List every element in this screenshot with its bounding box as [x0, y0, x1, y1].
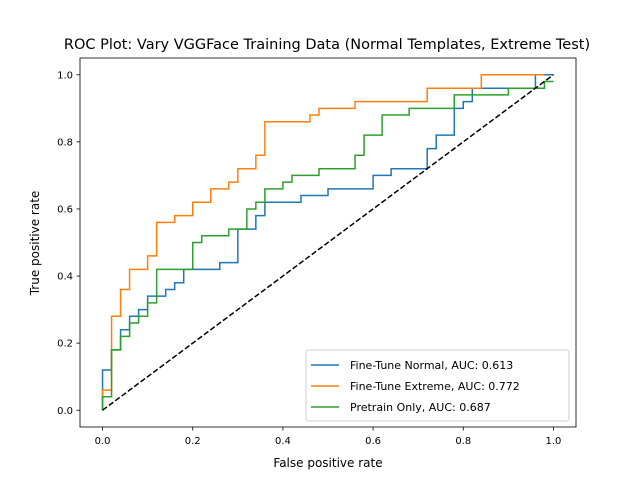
series-line-1: [101, 74, 554, 411]
x-tick-label: 1.0: [546, 436, 562, 447]
legend: Fine-Tune Normal, AUC: 0.613 Fine-Tune Ex…: [305, 349, 570, 422]
x-tick-label: 0.0: [95, 436, 111, 447]
y-tick-label: 0.8: [57, 137, 73, 148]
legend-label-2: Fine-Tune Extreme, AUC: 0.772: [350, 380, 520, 393]
y-tick-label: 0.4: [57, 272, 73, 283]
x-axis-label: False positive rate: [273, 456, 382, 470]
legend-label-3: Pretrain Only, AUC: 0.687: [350, 401, 491, 414]
x-tick-label: 0.8: [455, 436, 471, 447]
legend-box: [305, 349, 570, 422]
y-tick-label: 1.0: [57, 70, 73, 81]
reference-diagonal-line: [102, 74, 554, 411]
y-tick-label: 0.0: [57, 406, 73, 417]
axes-frame: [79, 57, 577, 428]
legend-label-1: Fine-Tune Normal, AUC: 0.613: [350, 359, 513, 372]
x-tick-label: 0.6: [365, 436, 381, 447]
x-tick-label: 0.4: [275, 436, 291, 447]
y-tick-label: 0.2: [57, 339, 73, 350]
y-axis-label: True positive rate: [28, 191, 42, 297]
y-tick-label: 0.6: [57, 205, 73, 216]
chart-title: ROC Plot: Vary VGGFace Training Data (No…: [64, 37, 590, 53]
x-tick-label: 0.2: [185, 436, 201, 447]
series-line-3: [101, 80, 554, 411]
series-line-2: [101, 74, 545, 411]
plot-area: 0.0 0.2 0.4 0.6 0.8 1.0 0.0 0.2 0.4 0.6 0.8 1.0: [57, 57, 577, 447]
